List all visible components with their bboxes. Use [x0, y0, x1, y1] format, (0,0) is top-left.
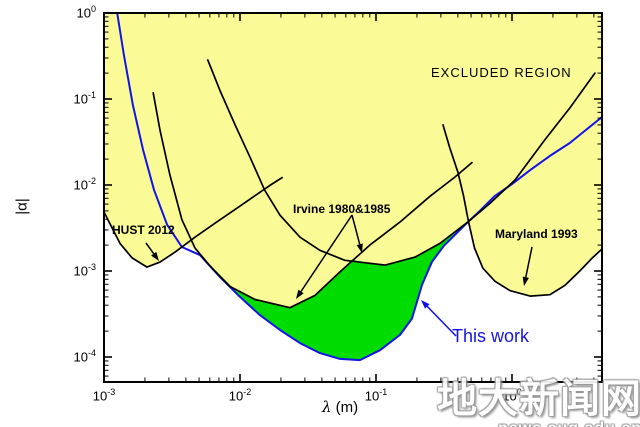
curve-maryland-1993 — [442, 124, 603, 297]
excluded-region-label: EXCLUDED REGION — [431, 65, 572, 80]
irvine-arrow-1 — [300, 214, 353, 292]
maryland-arrow — [525, 246, 533, 278]
this-work-arrow — [426, 305, 457, 337]
x-tick-label-10e-3: 10-3 — [92, 387, 116, 404]
x-tick-label-10e-2: 10-2 — [228, 387, 252, 404]
plot-frame — [103, 12, 603, 383]
irvine-label: Irvine 1980&1985 — [293, 202, 391, 216]
curve-hust-2012 — [103, 176, 283, 268]
hust-arrow — [145, 242, 155, 255]
x-axis-title: λ (m) — [322, 398, 358, 416]
y-tick-label-10e0: 100 — [76, 4, 96, 21]
this-work-new-region-green — [200, 222, 468, 361]
maryland-arrow-head — [522, 276, 529, 286]
curve-irvine-1980 — [206, 59, 596, 266]
hust-arrow-head — [151, 251, 159, 261]
irvine-arrow-1-head — [296, 289, 304, 299]
x-tick-label-10e0: 100 — [502, 387, 522, 404]
this-work-label: This work — [452, 326, 530, 346]
curve-irvine-1985 — [152, 91, 473, 309]
lambda-symbol: λ — [322, 398, 332, 416]
irvine-arrow-2-head — [356, 243, 363, 253]
y-tick-label-10e-1: 10-1 — [73, 90, 96, 107]
maryland-1993-label: Maryland 1993 — [495, 227, 578, 241]
x-tick-label-10e-1: 10-1 — [364, 387, 388, 404]
hust-2012-label: HUST 2012 — [112, 223, 175, 237]
x-axis-unit: (m) — [331, 399, 359, 416]
y-axis-title: |α| — [13, 198, 31, 215]
y-tick-label-10e-2: 10-2 — [73, 176, 96, 193]
this-work-arrow-head — [421, 300, 430, 309]
y-tick-label-10e-4: 10-4 — [73, 348, 96, 365]
irvine-arrow-2 — [351, 214, 361, 245]
y-tick-label-10e-3: 10-3 — [73, 262, 96, 279]
excluded-region-yellow — [104, 13, 602, 308]
